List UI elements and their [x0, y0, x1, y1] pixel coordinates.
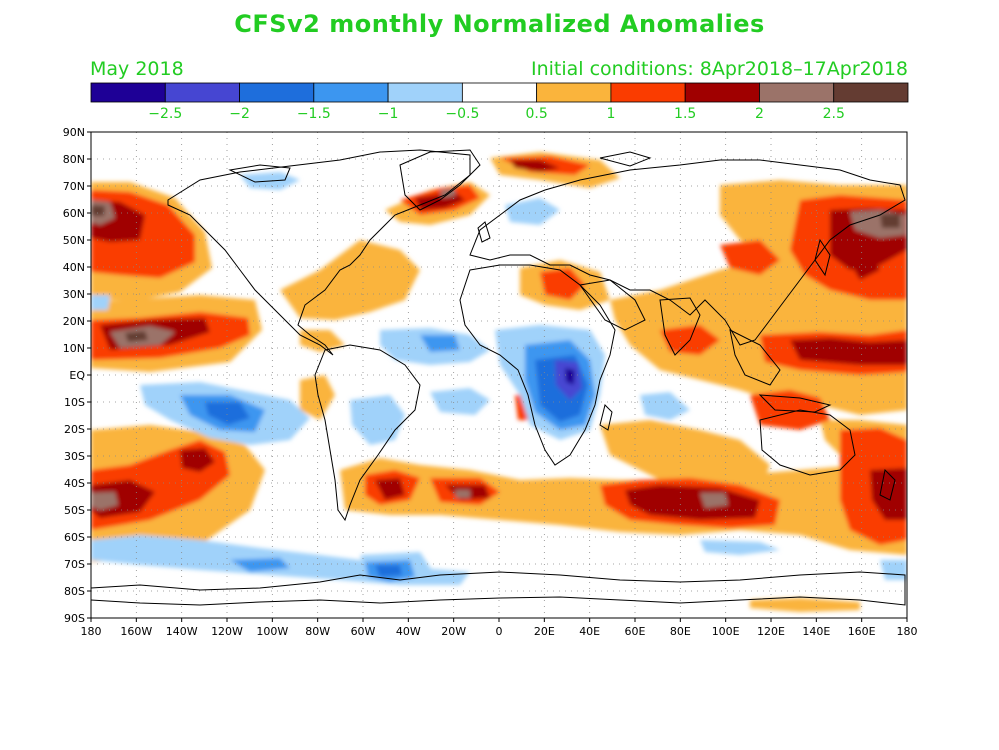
map-area: 90N 80N 70N 60N 50N 40N 30N 20N 10N EQ 10S 20S 30S 40… — [63, 126, 918, 638]
colorbar-tick-label: 2 — [755, 106, 764, 122]
colorbar-tick-label: −2.5 — [148, 106, 182, 122]
coastlines — [91, 149, 906, 606]
colorbar-tick-label: 0.5 — [526, 106, 548, 122]
lat-tick-label: 50N — [63, 234, 85, 247]
lon-tick-label: 100E — [712, 625, 740, 638]
lat-tick-label: 80N — [63, 153, 85, 166]
lat-tick-label: 10N — [63, 342, 85, 355]
lat-tick-label: 40S — [64, 477, 85, 490]
lon-tick-label: 60E — [625, 625, 646, 638]
lon-tick-label: 160W — [120, 625, 152, 638]
colorbar-swatch — [461, 82, 538, 103]
lat-tick-label: 30S — [64, 450, 85, 463]
lat-tick-label: EQ — [69, 369, 85, 382]
lat-tick-label: 80S — [64, 585, 85, 598]
lat-tick-label: 60N — [63, 207, 85, 220]
lon-tick-label: 100W — [256, 625, 288, 638]
lon-tick-label: 140E — [802, 625, 830, 638]
lon-tick-label: 80E — [670, 625, 691, 638]
lat-tick-label: 20S — [64, 423, 85, 436]
lon-tick-label: 180 — [897, 625, 918, 638]
lon-tick-label: 20E — [534, 625, 555, 638]
anomaly-level-neg2p5 — [565, 368, 575, 385]
colorbar-tick-label: 2.5 — [823, 106, 845, 122]
lat-tick-label: 90N — [63, 126, 85, 139]
colorbar-tick-label: −0.5 — [445, 106, 479, 122]
colorbar-swatch — [313, 82, 389, 103]
colorbar-tick-label: 1 — [606, 106, 615, 122]
colorbar-swatch — [536, 82, 612, 103]
colorbar-swatch — [387, 82, 463, 103]
lon-tick-label: 120W — [211, 625, 243, 638]
lon-tick-label: 40W — [396, 625, 421, 638]
lat-tick-label: 60S — [64, 531, 85, 544]
lon-tick-label: 120E — [757, 625, 785, 638]
colorbar-swatch — [164, 82, 240, 103]
graticule — [91, 132, 907, 618]
lon-tick-label: 60W — [351, 625, 376, 638]
lat-tick-label: 70S — [64, 558, 85, 571]
colorbar-tick-label: −1 — [378, 106, 399, 122]
colorbar-swatch — [759, 82, 835, 103]
map-title: CFSv2 monthly Normalized Anomalies — [234, 10, 765, 38]
initial-conditions-label: Initial conditions: 8Apr2018–17Apr2018 — [530, 58, 908, 80]
colorbar-swatch — [610, 82, 686, 103]
colorbar-swatch — [239, 82, 315, 103]
colorbar-labels: −2.5 −2 −1.5 −1 −0.5 0.5 1 1.5 2 2.5 — [148, 106, 845, 122]
colorbar-swatch — [90, 82, 166, 103]
lon-tick-label: 80W — [305, 625, 330, 638]
lon-tick-label: 20W — [441, 625, 466, 638]
lat-tick-label: 50S — [64, 504, 85, 517]
lat-tick-label: 40N — [63, 261, 85, 274]
lat-tick-label: 70N — [63, 180, 85, 193]
lon-tick-label: 180 — [81, 625, 102, 638]
lon-tick-label: 40E — [579, 625, 600, 638]
colorbar-swatch — [833, 82, 909, 103]
colorbar-tick-label: −2 — [229, 106, 250, 122]
valid-month-label: May 2018 — [90, 58, 184, 80]
lon-tick-label: 0 — [496, 625, 503, 638]
lon-tick-label: 160E — [848, 625, 876, 638]
longitude-labels: 180 160W 140W 120W 100W 80W 60W 40W 20W 0 20E 40E 60… — [81, 618, 918, 638]
lat-tick-label: 20N — [63, 315, 85, 328]
colorbar-tick-label: −1.5 — [297, 106, 331, 122]
anomaly-level-2p5 — [91, 205, 900, 342]
colorbar-tick-label: 1.5 — [674, 106, 696, 122]
latitude-labels: 90N 80N 70N 60N 50N 40N 30N 20N 10N EQ 10S 20S 30S 40… — [63, 126, 91, 625]
lat-tick-label: 30N — [63, 288, 85, 301]
lon-tick-label: 140W — [166, 625, 198, 638]
lat-tick-label: 10S — [64, 396, 85, 409]
colorbar-swatch — [684, 82, 760, 103]
lat-tick-label: 90S — [64, 612, 85, 625]
colorbar — [90, 82, 909, 103]
anomaly-shading — [91, 152, 907, 612]
